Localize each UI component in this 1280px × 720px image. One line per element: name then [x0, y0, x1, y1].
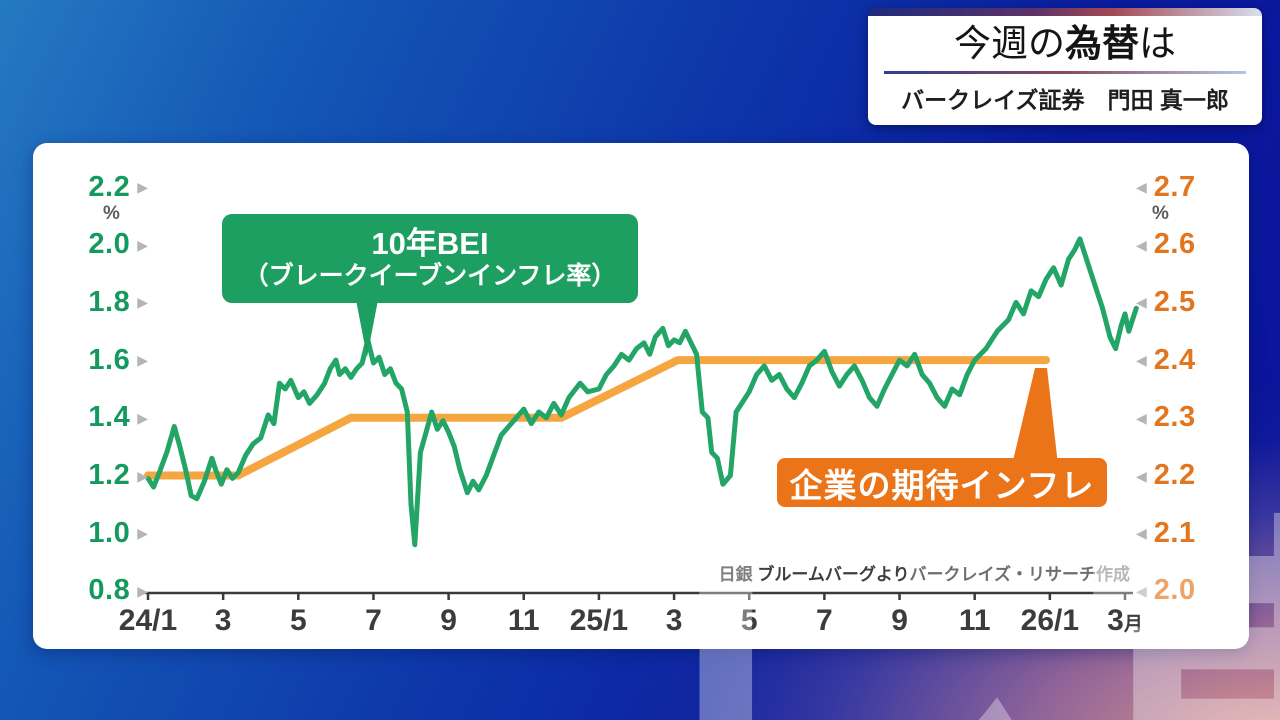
- right-axis-tick: ◀ 2.0: [1136, 573, 1232, 609]
- left-axis-tick: 1.8 ▶: [52, 284, 148, 320]
- left-axis-tick-label: 1.2: [88, 459, 131, 491]
- bei-callout-pointer: [356, 300, 378, 357]
- right-axis-tick-arrow-icon: ◀: [1136, 409, 1147, 426]
- x-axis-label: 7: [365, 604, 382, 637]
- right-axis-tick: ◀ 2.4: [1136, 342, 1232, 378]
- title-bold: 為替: [1065, 23, 1139, 64]
- right-axis-tick: ◀ 2.5: [1136, 284, 1232, 320]
- left-axis-tick-label: 1.8: [88, 285, 131, 318]
- right-axis-tick-arrow-icon: ◀: [1136, 582, 1147, 599]
- x-axis-label: 11: [507, 604, 540, 637]
- left-axis-tick-arrow-icon: ▶: [137, 236, 148, 253]
- x-axis-label: 11: [958, 604, 991, 637]
- left-axis-tick-label: 1.4: [88, 401, 131, 434]
- left-axis-tick: 0.8 ▶: [52, 573, 148, 609]
- expected-inflation-label: 企業の期待インフレ: [789, 466, 1095, 504]
- left-axis-unit: %: [103, 203, 120, 224]
- title-post: は: [1139, 23, 1176, 64]
- left-axis-tick-label: 1.0: [88, 516, 131, 549]
- right-axis-tick: ◀ 2.7: [1136, 169, 1232, 205]
- x-axis-label: 3: [214, 604, 232, 637]
- left-axis-tick: 1.2 ▶: [52, 458, 148, 494]
- left-axis-tick-arrow-icon: ▶: [137, 525, 148, 542]
- header-gradient-strip: [868, 8, 1262, 16]
- header-body: 今週の為替は バークレイズ証券 門田 真一郎: [868, 16, 1262, 126]
- x-axis-label: 9: [891, 604, 908, 637]
- right-axis-tick-label: 2.4: [1153, 343, 1196, 376]
- left-axis-tick-label: 2.2: [88, 170, 131, 203]
- right-axis-tick-label: 2.1: [1153, 516, 1196, 549]
- right-axis-tick: ◀ 2.3: [1136, 400, 1232, 436]
- header-divider: [884, 71, 1246, 75]
- expected-inflation-callout: 企業の期待インフレ: [777, 458, 1107, 507]
- left-axis-tick-label: 2.0: [88, 228, 131, 261]
- x-axis-label: 7: [816, 604, 833, 637]
- left-axis-tick-label: 0.8: [88, 574, 131, 607]
- x-axis-label: 5: [740, 604, 758, 637]
- program-header: 今週の為替は バークレイズ証券 門田 真一郎: [868, 8, 1262, 126]
- right-axis-tick-label: 2.0: [1153, 574, 1196, 607]
- right-axis-tick-arrow-icon: ◀: [1136, 236, 1147, 253]
- x-axis-label: 3: [665, 604, 683, 637]
- right-axis-tick-arrow-icon: ◀: [1136, 525, 1147, 542]
- x-axis-label: 25/1: [569, 604, 629, 637]
- left-axis-tick: 2.0 ▶: [52, 227, 148, 263]
- left-axis-tick-arrow-icon: ▶: [137, 582, 148, 599]
- left-axis-tick-arrow-icon: ▶: [137, 409, 148, 426]
- left-axis-tick: 1.6 ▶: [52, 342, 148, 378]
- x-axis-label: 26/1: [1020, 604, 1080, 637]
- source-attribution: 日銀 ブルームバーグよりバークレイズ・リサーチ作成: [719, 560, 1130, 585]
- right-axis-tick-label: 2.3: [1153, 401, 1196, 434]
- bei-callout-subtitle: （ブレークイーブンインフレ率）: [243, 261, 617, 290]
- left-axis-tick: 1.4 ▶: [52, 400, 148, 436]
- right-axis-tick: ◀ 2.6: [1136, 227, 1232, 263]
- source-part-1: 日銀 ブルームバーグより: [718, 565, 910, 584]
- left-axis-tick: 2.2 ▶: [52, 169, 148, 205]
- right-axis-unit: %: [1152, 203, 1169, 224]
- x-axis-label: 24/1: [118, 604, 178, 637]
- right-axis-tick-label: 2.2: [1153, 459, 1196, 491]
- right-axis-tick: ◀ 2.1: [1136, 515, 1232, 551]
- right-axis-tick-arrow-icon: ◀: [1136, 352, 1147, 369]
- right-axis-tick: ◀ 2.2: [1136, 458, 1232, 494]
- left-axis-tick: 1.0 ▶: [52, 515, 148, 551]
- right-axis-tick-label: 2.5: [1153, 285, 1196, 318]
- right-axis-tick-arrow-icon: ◀: [1136, 294, 1147, 311]
- source-part-3: 作成: [1096, 565, 1130, 584]
- right-axis-tick-arrow-icon: ◀: [1136, 179, 1147, 195]
- left-axis-tick-arrow-icon: ▶: [137, 179, 148, 195]
- x-axis-label: 9: [440, 604, 457, 637]
- presenter-name: バークレイズ証券 門田 真一郎: [901, 87, 1229, 114]
- left-axis-tick-label: 1.6: [88, 343, 131, 376]
- right-axis-tick-label: 2.7: [1153, 170, 1196, 203]
- x-axis-label: 3月: [1107, 604, 1143, 637]
- right-axis-tick-label: 2.6: [1153, 228, 1196, 261]
- right-axis-tick-arrow-icon: ◀: [1136, 467, 1147, 484]
- bei-callout: 10年BEI （ブレークイーブンインフレ率）: [222, 214, 638, 303]
- program-title: 今週の為替は: [868, 22, 1262, 66]
- title-pre: 今週の: [954, 23, 1065, 64]
- x-axis-label: 5: [289, 604, 307, 637]
- bei-callout-title: 10年BEI: [371, 226, 489, 262]
- left-axis-tick-arrow-icon: ▶: [137, 352, 148, 369]
- left-axis-tick-arrow-icon: ▶: [137, 294, 148, 311]
- left-axis-tick-arrow-icon: ▶: [137, 467, 148, 484]
- source-part-2: バークレイズ・リサーチ: [909, 565, 1097, 584]
